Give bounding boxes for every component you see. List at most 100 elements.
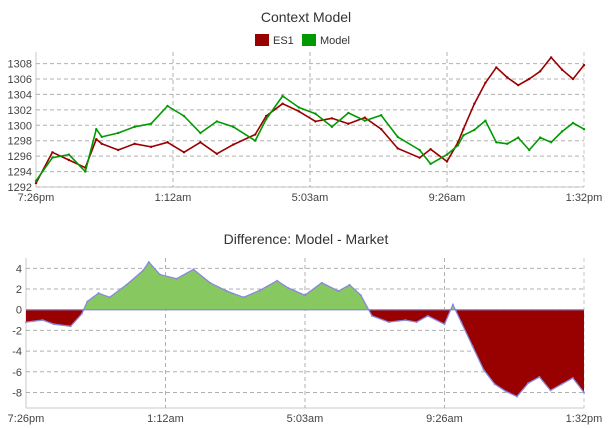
data-point (495, 141, 498, 144)
series-line-model (35, 95, 585, 182)
y-tick-label: 0 (16, 305, 22, 317)
legend-label-es1: ES1 (273, 35, 294, 47)
data-point (337, 290, 340, 293)
data-point (473, 102, 476, 105)
data-point (506, 142, 509, 145)
data-point (426, 314, 429, 317)
data-point (462, 134, 465, 137)
y-tick-label: -6 (12, 367, 22, 379)
data-point (158, 273, 161, 276)
data-point (571, 77, 575, 81)
y-tick-label: 1304 (8, 89, 32, 101)
data-point (52, 323, 55, 326)
data-point (149, 145, 153, 149)
data-point (359, 294, 362, 297)
data-point (34, 179, 38, 183)
data-point (225, 290, 228, 293)
data-point (451, 303, 454, 306)
data-point (142, 269, 145, 272)
data-point (314, 120, 317, 123)
data-point (69, 325, 72, 328)
data-point (370, 314, 373, 317)
data-point (281, 102, 284, 105)
data-point (100, 142, 103, 145)
data-point (314, 112, 317, 115)
y-tick-label: 1296 (8, 151, 32, 163)
data-point (516, 395, 519, 398)
data-point (583, 391, 585, 394)
data-point (108, 296, 111, 299)
data-point (493, 383, 496, 386)
data-point (330, 125, 334, 129)
data-point (254, 139, 257, 142)
x-tick-label: 5:03am (287, 413, 324, 425)
data-point (528, 148, 531, 152)
data-point (97, 292, 100, 295)
data-point (471, 344, 474, 347)
x-tick-label: 5:03am (292, 192, 329, 204)
data-point (538, 70, 542, 73)
data-point (25, 321, 27, 324)
data-point (456, 144, 460, 147)
difference-outline (25, 261, 585, 398)
chart-title: Difference: Model - Market (224, 231, 389, 247)
y-tick-label: -4 (12, 346, 22, 358)
data-point (297, 106, 301, 109)
data-point (304, 294, 306, 297)
data-point (67, 153, 71, 156)
difference-chart: Difference: Model - Market 4 2 0 -2 -4 -6 -8 7:2… (8, 231, 603, 425)
series-line-es1 (35, 56, 585, 184)
data-point (84, 170, 87, 173)
data-point (149, 122, 153, 125)
data-point (192, 268, 195, 271)
data-point (387, 321, 390, 324)
data-point (560, 383, 563, 386)
data-point (297, 110, 301, 113)
data-point (571, 121, 575, 125)
data-point (549, 389, 552, 392)
data-point (363, 119, 366, 122)
x-tick-label: 1:12am (155, 192, 192, 204)
data-point (429, 162, 432, 166)
y-tick-label: 2 (16, 284, 22, 296)
data-point (418, 148, 421, 152)
data-point (473, 128, 476, 132)
y-tick-label: 1298 (8, 136, 32, 148)
data-point (175, 277, 178, 280)
data-point (484, 81, 487, 85)
data-point (527, 382, 530, 385)
data-point (264, 117, 268, 121)
data-point (347, 122, 350, 125)
data-point (495, 66, 498, 69)
x-tick-label: 9:26am (429, 192, 466, 204)
x-tick-label: 7:26pm (8, 413, 45, 425)
data-point (363, 116, 366, 119)
x-tick-label: 1:32pm (566, 192, 603, 204)
data-point (133, 125, 136, 129)
y-tick-label: -2 (12, 325, 22, 337)
y-tick-label: -8 (12, 387, 22, 399)
y-tick-label: 1292 (8, 182, 32, 194)
data-point (348, 283, 351, 286)
data-point (443, 323, 446, 326)
data-point (404, 319, 407, 322)
data-point (549, 141, 553, 144)
data-point (166, 141, 169, 144)
data-point (418, 156, 421, 159)
data-point (538, 375, 541, 378)
data-point (242, 296, 245, 299)
data-point (182, 151, 186, 154)
chart-title: Context Model (261, 9, 351, 25)
x-tick-label: 1:12am (147, 413, 184, 425)
data-point (100, 135, 103, 139)
data-point (347, 111, 350, 115)
data-point (95, 127, 98, 131)
data-point (445, 160, 449, 163)
data-point (287, 287, 290, 289)
legend-label-model: Model (320, 35, 350, 47)
data-point (571, 377, 574, 379)
data-point (482, 368, 485, 371)
data-point (582, 127, 586, 131)
data-point (125, 283, 128, 286)
